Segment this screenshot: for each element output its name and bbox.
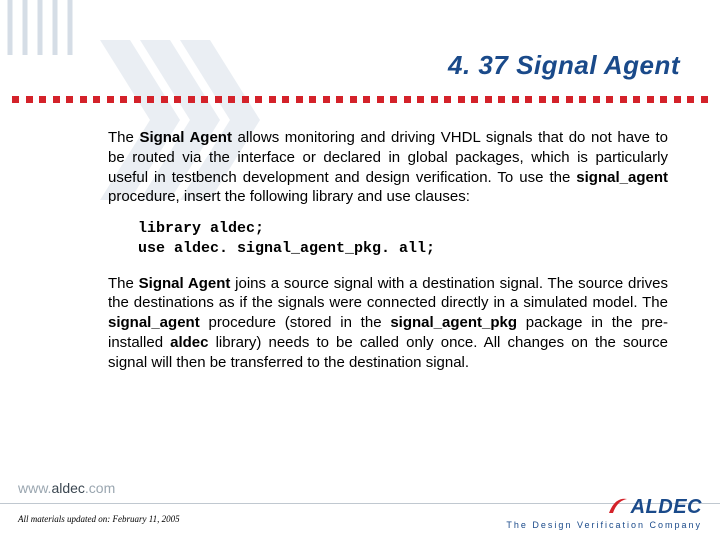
footer-logo: ALDEC The Design Verification Company [506,495,702,530]
code-line: library aldec; [138,219,668,239]
logo-swoosh-icon [607,495,629,515]
body-content: The Signal Agent allows monitoring and d… [108,128,668,385]
footer-updated: All materials updated on: February 11, 2… [18,514,180,524]
logo-brand: ALDEC [506,495,702,519]
footer-url: www.aldec.com [18,480,115,496]
paragraph-1: The Signal Agent allows monitoring and d… [108,128,668,207]
separator-dots [12,96,708,106]
logo-tagline: The Design Verification Company [506,520,702,530]
paragraph-2: The Signal Agent joins a source signal w… [108,274,668,373]
slide-title: 4. 37 Signal Agent [448,50,680,81]
code-block: library aldec; use aldec. signal_agent_p… [138,219,668,260]
code-line: use aldec. signal_agent_pkg. all; [138,239,668,259]
